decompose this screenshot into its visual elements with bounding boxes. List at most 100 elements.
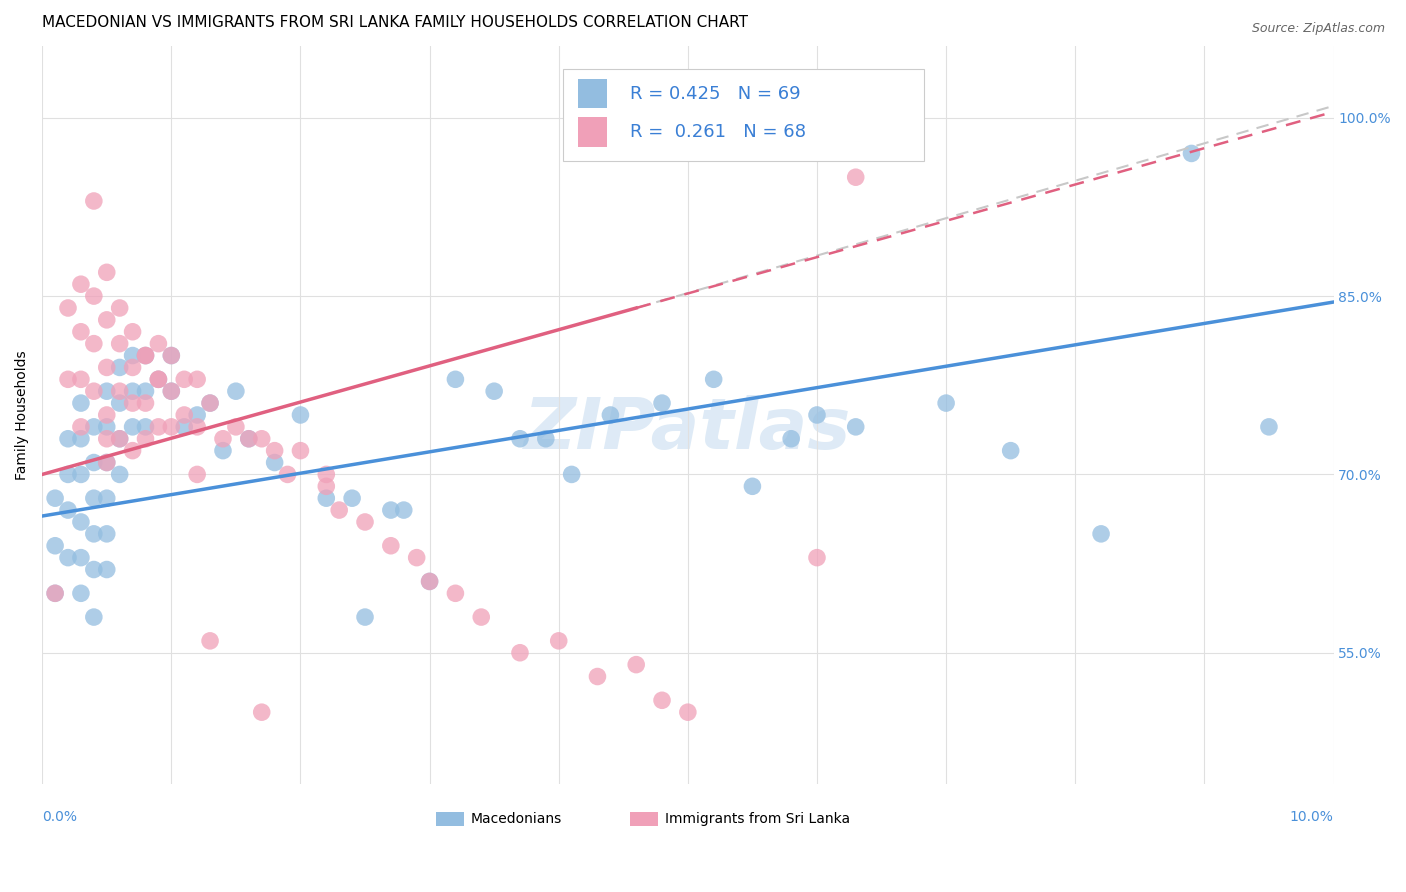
Point: [676, 705, 699, 719]
Point: [328, 503, 350, 517]
Point: [547, 633, 569, 648]
Text: Macedonians: Macedonians: [471, 812, 562, 826]
Point: [340, 491, 363, 506]
Point: [444, 586, 467, 600]
Point: [96, 313, 118, 327]
Text: R =  0.261   N = 68: R = 0.261 N = 68: [630, 123, 806, 141]
Point: [380, 503, 402, 517]
Point: [470, 610, 492, 624]
Point: [482, 384, 505, 399]
Point: [44, 539, 66, 553]
Point: [121, 325, 143, 339]
Point: [121, 420, 143, 434]
Text: 0.0%: 0.0%: [42, 810, 77, 823]
Text: Immigrants from Sri Lanka: Immigrants from Sri Lanka: [665, 812, 849, 826]
Point: [509, 646, 531, 660]
Point: [277, 467, 299, 482]
Point: [70, 277, 93, 292]
Point: [509, 432, 531, 446]
Point: [198, 396, 221, 410]
Y-axis label: Family Households: Family Households: [15, 351, 30, 480]
Point: [160, 349, 183, 363]
Point: [96, 526, 118, 541]
Point: [806, 550, 828, 565]
Point: [315, 479, 337, 493]
Point: [108, 467, 131, 482]
Point: [96, 408, 118, 422]
Point: [121, 384, 143, 399]
Point: [380, 539, 402, 553]
Point: [134, 420, 156, 434]
Point: [935, 396, 957, 410]
Point: [806, 408, 828, 422]
Text: 10.0%: 10.0%: [1289, 810, 1333, 823]
Point: [56, 432, 79, 446]
Point: [173, 420, 195, 434]
Point: [315, 491, 337, 506]
Point: [561, 467, 583, 482]
Point: [1090, 526, 1112, 541]
Point: [1000, 443, 1022, 458]
Point: [419, 574, 441, 589]
Point: [290, 443, 312, 458]
Point: [238, 432, 260, 446]
Point: [198, 633, 221, 648]
Point: [134, 432, 156, 446]
Point: [148, 372, 170, 386]
Point: [108, 384, 131, 399]
Point: [354, 610, 377, 624]
Point: [741, 479, 763, 493]
Point: [148, 372, 170, 386]
Point: [134, 384, 156, 399]
Point: [250, 705, 273, 719]
Point: [173, 408, 195, 422]
Point: [44, 586, 66, 600]
Point: [96, 420, 118, 434]
Text: R = 0.425   N = 69: R = 0.425 N = 69: [630, 85, 800, 103]
Point: [263, 443, 285, 458]
Point: [148, 420, 170, 434]
Point: [56, 301, 79, 315]
Point: [70, 432, 93, 446]
Point: [83, 194, 105, 208]
Point: [148, 336, 170, 351]
Point: [56, 550, 79, 565]
Point: [121, 349, 143, 363]
Point: [845, 420, 868, 434]
Point: [83, 420, 105, 434]
Point: [651, 396, 673, 410]
Point: [83, 491, 105, 506]
Point: [96, 491, 118, 506]
Point: [780, 432, 803, 446]
Point: [263, 456, 285, 470]
Point: [134, 396, 156, 410]
FancyBboxPatch shape: [630, 812, 658, 826]
Point: [534, 432, 557, 446]
Point: [212, 432, 235, 446]
Text: MACEDONIAN VS IMMIGRANTS FROM SRI LANKA FAMILY HOUSEHOLDS CORRELATION CHART: MACEDONIAN VS IMMIGRANTS FROM SRI LANKA …: [42, 15, 748, 30]
Point: [44, 586, 66, 600]
Point: [134, 349, 156, 363]
Point: [225, 420, 247, 434]
Point: [83, 289, 105, 303]
FancyBboxPatch shape: [578, 78, 606, 108]
Point: [160, 384, 183, 399]
Point: [108, 396, 131, 410]
Point: [70, 467, 93, 482]
Point: [108, 336, 131, 351]
Point: [186, 408, 208, 422]
FancyBboxPatch shape: [436, 812, 464, 826]
Point: [160, 420, 183, 434]
Point: [315, 467, 337, 482]
Point: [586, 669, 609, 683]
Point: [96, 360, 118, 375]
FancyBboxPatch shape: [578, 117, 606, 146]
Point: [186, 420, 208, 434]
Point: [44, 491, 66, 506]
Point: [419, 574, 441, 589]
Point: [96, 456, 118, 470]
Text: ZIPatlas: ZIPatlas: [524, 395, 852, 464]
Point: [134, 349, 156, 363]
Point: [225, 384, 247, 399]
Text: Source: ZipAtlas.com: Source: ZipAtlas.com: [1251, 22, 1385, 36]
